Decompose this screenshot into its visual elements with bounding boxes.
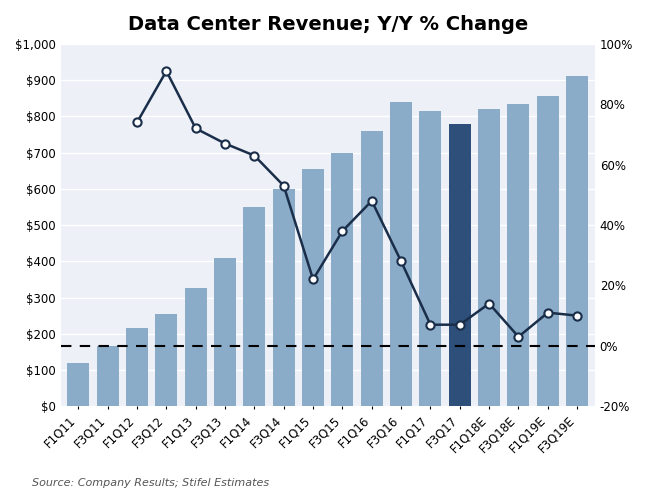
Bar (185, 289, 207, 406)
Bar (566, 76, 588, 406)
Point (396, 257, 406, 265)
Bar (126, 328, 148, 406)
Point (572, 312, 583, 319)
Bar (361, 131, 383, 406)
Bar (214, 258, 236, 406)
Bar (419, 111, 441, 406)
Bar (67, 363, 89, 406)
Point (425, 321, 435, 329)
Point (220, 140, 230, 147)
Bar (244, 207, 266, 406)
Point (337, 227, 347, 235)
Bar (390, 102, 412, 406)
Bar (302, 169, 324, 406)
Title: Data Center Revenue; Y/Y % Change: Data Center Revenue; Y/Y % Change (128, 15, 528, 34)
Bar (449, 123, 471, 406)
Point (455, 321, 465, 329)
Point (308, 275, 318, 283)
Bar (97, 346, 119, 406)
Point (484, 300, 494, 308)
Text: Source: Company Results; Stifel Estimates: Source: Company Results; Stifel Estimate… (32, 478, 270, 488)
Bar (537, 97, 559, 406)
Point (132, 119, 142, 126)
Point (249, 152, 260, 160)
Point (513, 333, 524, 341)
Point (191, 124, 201, 132)
Bar (156, 314, 178, 406)
Bar (331, 152, 353, 406)
Bar (273, 189, 295, 406)
Point (367, 197, 377, 205)
Bar (478, 109, 500, 406)
Point (279, 182, 289, 190)
Point (542, 309, 553, 317)
Bar (507, 104, 529, 406)
Point (161, 67, 172, 75)
